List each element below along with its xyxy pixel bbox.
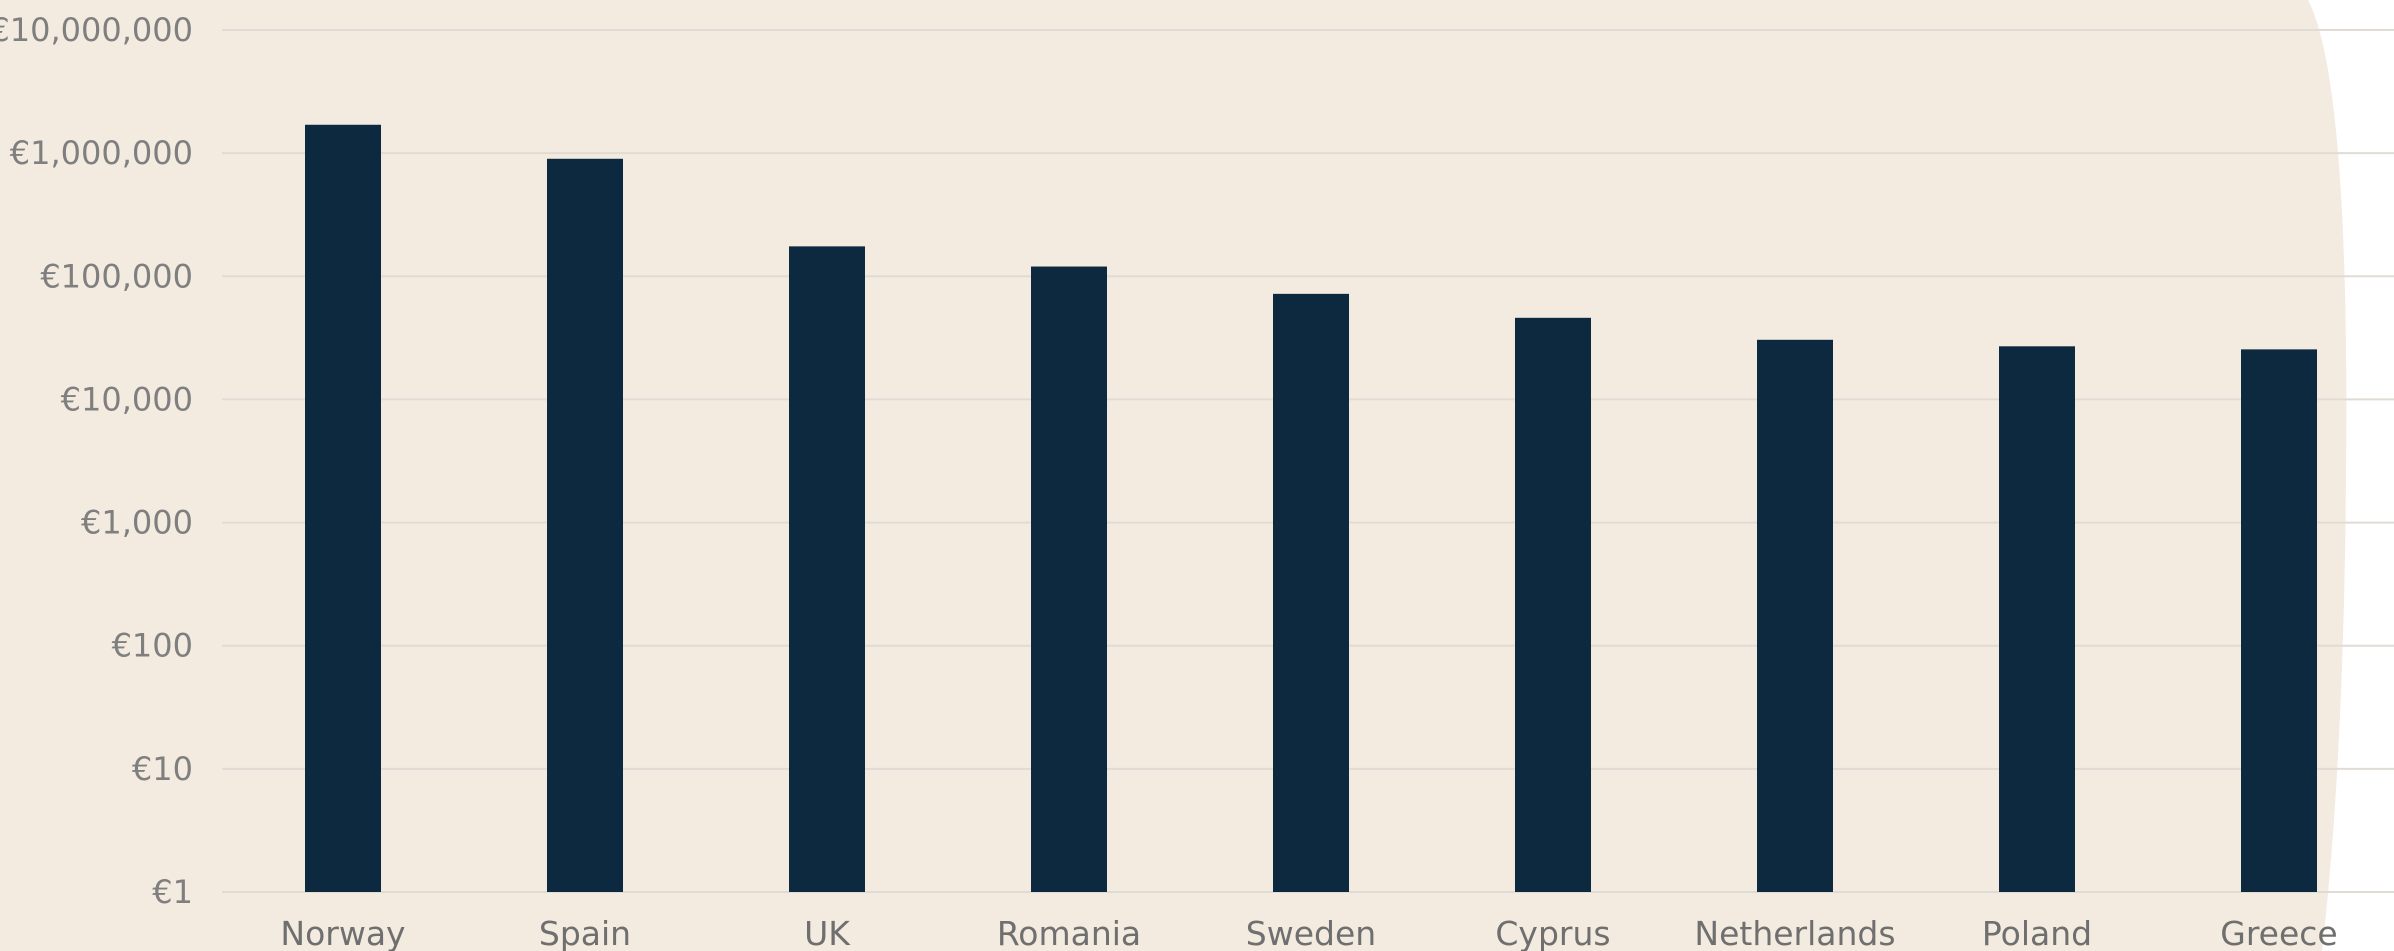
category-label-uk: UK xyxy=(804,914,851,951)
bar-greece xyxy=(2241,349,2317,892)
category-label-spain: Spain xyxy=(539,914,631,951)
bar-norway xyxy=(305,124,381,893)
category-label-netherlands: Netherlands xyxy=(1694,914,1895,951)
bar-spain xyxy=(547,158,623,892)
category-label-greece: Greece xyxy=(2220,914,2337,951)
bars xyxy=(305,124,2317,893)
y-tick-label: €1,000 xyxy=(81,504,193,542)
category-label-romania: Romania xyxy=(997,914,1141,951)
y-tick-label: €100 xyxy=(112,627,193,665)
bar-cyprus xyxy=(1515,317,1591,892)
bar-netherlands xyxy=(1757,339,1833,892)
category-label-cyprus: Cyprus xyxy=(1495,914,1610,951)
category-label-norway: Norway xyxy=(280,914,405,951)
y-tick-label: €10,000,000 xyxy=(0,11,193,49)
category-label-sweden: Sweden xyxy=(1246,914,1376,951)
x-axis-category-labels: Norway Spain UK Romania Sweden Cyprus Netherla… xyxy=(280,914,2337,951)
y-tick-label: €100,000 xyxy=(40,257,193,295)
bar-uk xyxy=(789,246,865,893)
bar-sweden xyxy=(1273,293,1349,892)
y-tick-label: €10 xyxy=(132,750,193,788)
y-tick-label: €1 xyxy=(152,873,193,911)
bar-poland xyxy=(1999,346,2075,892)
category-label-poland: Poland xyxy=(1982,914,2092,951)
y-tick-label: €1,000,000 xyxy=(10,134,193,172)
y-tick-label: €10,000 xyxy=(61,380,193,418)
y-axis-tick-labels: €1 €10 €100 €1,000 €10,000 €100,000 €1,000,000… xyxy=(0,11,193,911)
bar-romania xyxy=(1031,266,1107,892)
